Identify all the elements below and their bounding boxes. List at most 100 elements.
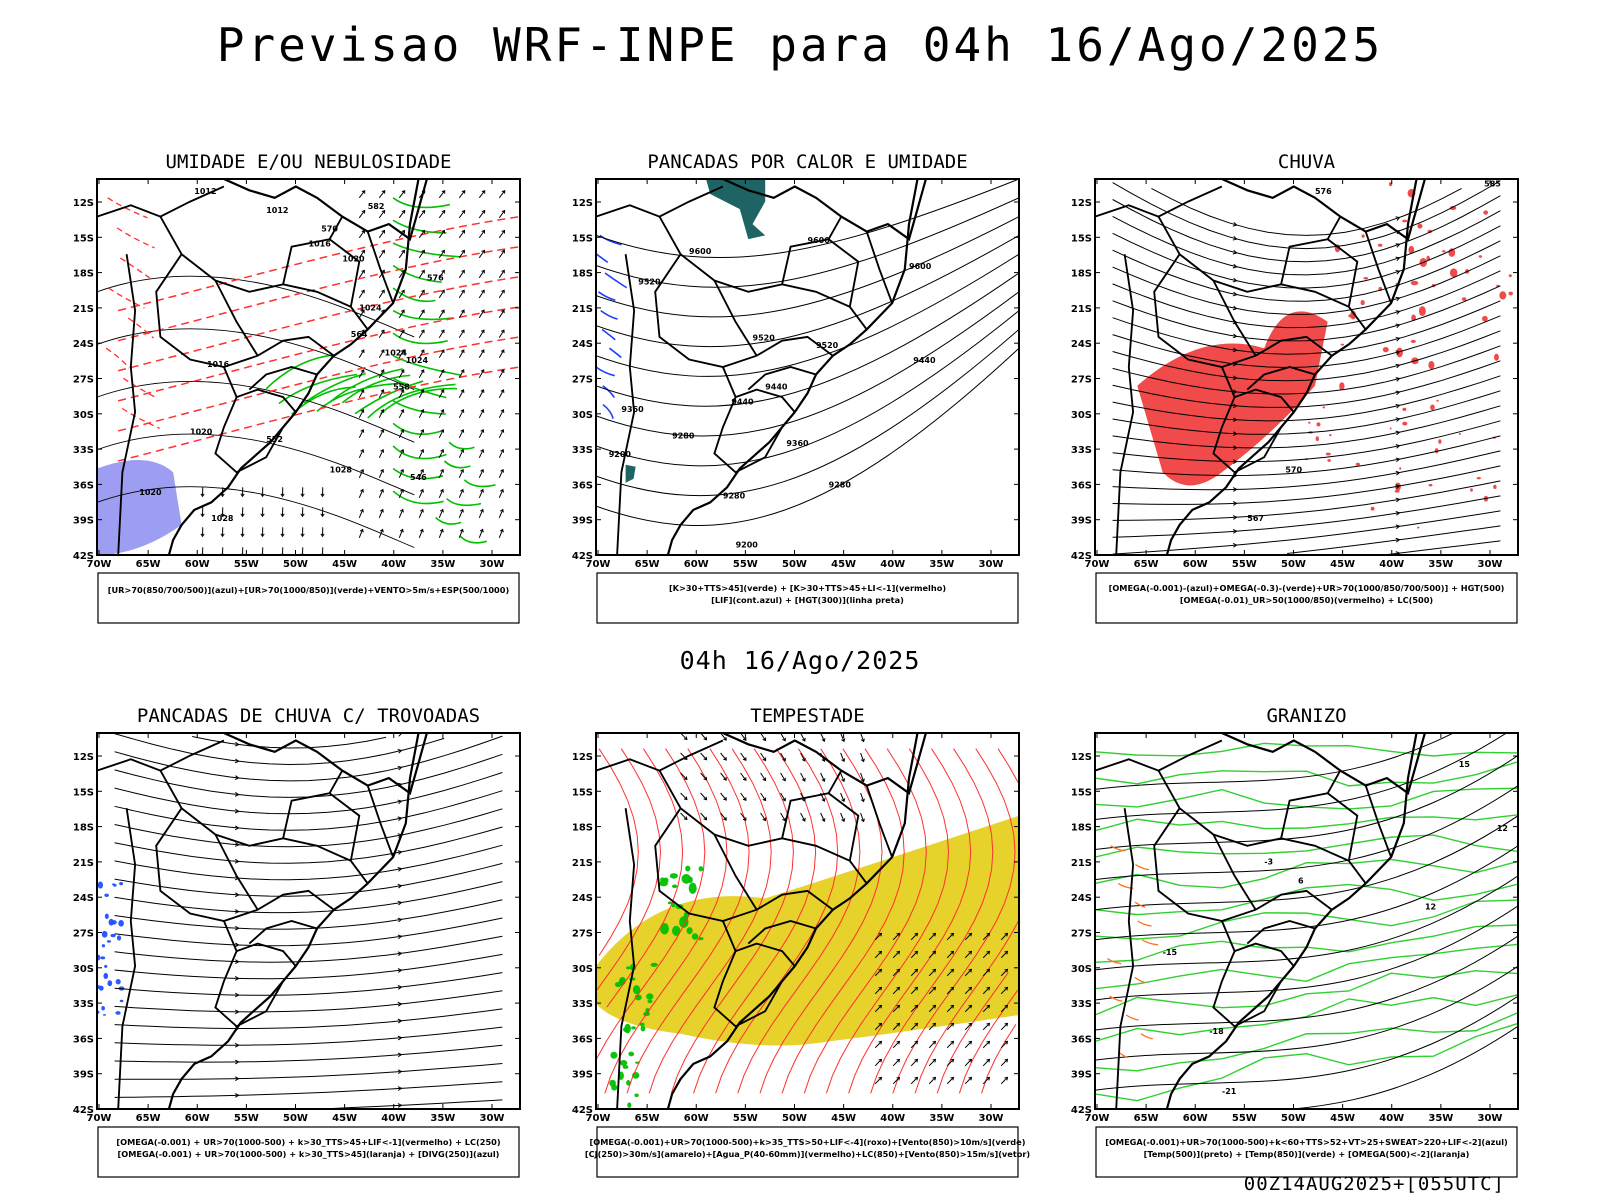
wind-vector <box>860 772 865 782</box>
wind-vector-head <box>914 1058 919 1063</box>
wind-vector <box>398 349 405 359</box>
wind-vector <box>478 509 484 518</box>
political-border <box>236 388 297 413</box>
wind-vector-head <box>986 1058 991 1063</box>
rain-cell <box>1482 315 1488 322</box>
wind-vector-head <box>914 932 919 937</box>
wind-vector <box>438 489 444 499</box>
wind-vector-head <box>379 508 384 513</box>
wind-vector <box>358 309 365 319</box>
wind-vector-head <box>479 508 484 513</box>
temp850-contour <box>1095 883 1518 916</box>
humidity-low-contour <box>341 374 411 404</box>
wind-vector-head <box>200 533 205 538</box>
wind-area <box>632 985 641 995</box>
wind-vector <box>418 489 424 499</box>
wind-vector-head <box>914 1004 919 1009</box>
wind-vector-head <box>896 1022 901 1027</box>
x-tick-label: 55W <box>234 559 259 570</box>
x-tick-label: 40W <box>381 559 406 570</box>
x-tick-label: 45W <box>332 559 357 570</box>
wind-vector <box>358 289 365 299</box>
y-tick-label: 15S <box>1071 233 1092 244</box>
lif-contour <box>604 272 628 289</box>
wind-vector-head <box>1004 1004 1009 1009</box>
political-border <box>596 739 724 772</box>
divergence-cell <box>103 972 109 980</box>
political-border <box>747 366 817 391</box>
wind-vector-head <box>300 533 305 538</box>
temp850-contour <box>1095 899 1518 940</box>
wind-vector <box>418 230 425 239</box>
contour-label: -21 <box>1222 1087 1237 1096</box>
caption-line: [OMEGA(-0.001)-(azul)+OMEGA(-0.3)-(verde… <box>1109 583 1505 593</box>
wind-vector-head <box>480 349 485 354</box>
contour-label: 1012 <box>266 206 288 215</box>
panel-4: PANCADAS DE CHUVA C/ TROVOADAS 12S 15S 18S 2… <box>73 705 521 1178</box>
humidity-low-contour <box>367 383 456 419</box>
streamline <box>114 935 503 963</box>
wind-vector-head <box>500 488 504 493</box>
wind-vector-head <box>821 738 826 742</box>
wind-vector-head <box>361 289 365 294</box>
rain-cell <box>1442 250 1446 253</box>
wind-vector <box>860 752 865 762</box>
caption-box <box>1095 1126 1518 1178</box>
wind-vector-head <box>480 369 485 373</box>
wind-vector <box>398 329 405 339</box>
x-tick-label: 40W <box>1379 559 1404 570</box>
x-tick-label: 45W <box>1330 1113 1355 1124</box>
wind-vector <box>438 289 445 299</box>
y-tick-label: 39S <box>572 1070 593 1081</box>
rain-cell <box>1402 407 1407 411</box>
wind-vector <box>398 529 404 538</box>
divergence-cell <box>118 920 124 927</box>
wind-vector-head <box>950 932 955 937</box>
political-border <box>827 216 843 240</box>
wind-vector <box>398 389 404 399</box>
instability-area <box>705 179 766 240</box>
x-tick-label: 50W <box>1281 1113 1306 1124</box>
wind-vector <box>860 812 865 822</box>
y-tick-label: 12S <box>1071 198 1092 209</box>
wind-vector-head <box>878 1022 883 1027</box>
wind-vector <box>378 329 385 339</box>
wind-vector <box>840 812 845 822</box>
wind-vector <box>800 812 806 822</box>
wind-vector-head <box>1004 1058 1009 1063</box>
coastline-north <box>1221 733 1426 796</box>
wind-vector-head <box>968 932 973 937</box>
wind-area <box>685 865 691 872</box>
political-border <box>658 216 868 330</box>
stream-arrowhead <box>234 758 240 764</box>
lif-contour <box>596 253 609 264</box>
wind-vector <box>378 509 384 518</box>
wind-vector <box>438 250 445 259</box>
political-border <box>159 216 369 330</box>
wind-vector <box>498 210 506 219</box>
wind-vector-head <box>420 369 425 373</box>
wind-vector <box>740 733 747 741</box>
streamline <box>1112 180 1501 250</box>
caption-line: [OMEGA(-0.01)_UR>50(1000/850)(vermelho) … <box>1180 595 1434 605</box>
wind-vector <box>398 289 405 299</box>
wind-vector-head <box>723 796 727 801</box>
y-tick-label: 18S <box>572 269 593 280</box>
temp850-contour <box>1095 1022 1518 1102</box>
wind-vector-head <box>460 389 465 393</box>
wind-vector-head <box>501 249 505 254</box>
wind-area <box>619 976 626 985</box>
political-border <box>236 942 297 967</box>
stream-arrowhead <box>234 741 240 747</box>
wind-vector-head <box>841 778 846 783</box>
wind-vector-head <box>400 409 405 413</box>
y-tick-label: 36S <box>73 480 94 491</box>
stream-arrowhead <box>1232 529 1238 534</box>
panel-3-content: 585 576 570 567 <box>1095 179 1514 555</box>
x-tick-label: 35W <box>430 1113 455 1124</box>
wind-vector <box>946 1076 954 1085</box>
rain-cell <box>1470 488 1473 492</box>
thickness-contour <box>117 366 520 462</box>
humidity-low-contour <box>463 479 496 488</box>
wind-vector-head <box>801 777 806 782</box>
